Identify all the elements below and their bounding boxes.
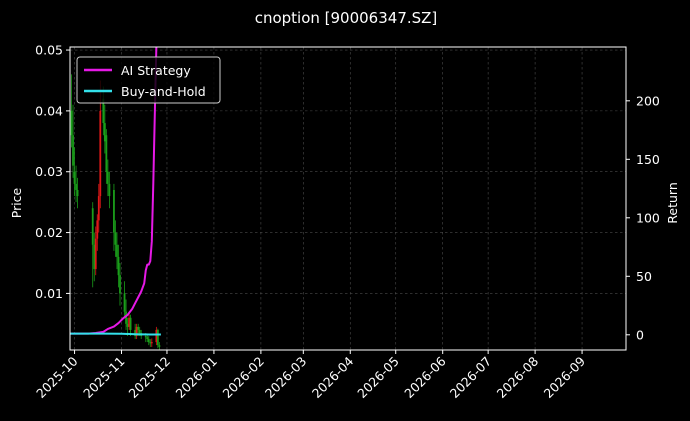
candle-body <box>116 244 118 257</box>
y-tick-label-right: 150 <box>636 152 660 167</box>
candle-body <box>147 339 150 343</box>
candle-body <box>126 323 129 327</box>
axes-frame <box>69 46 627 351</box>
plot-frame <box>69 46 627 351</box>
candle-body <box>125 311 127 324</box>
candle-body <box>114 232 117 245</box>
y-tick-label-right: 0 <box>636 327 644 342</box>
y-axis-title-right: Return <box>665 182 680 223</box>
candle-body <box>99 110 102 197</box>
candle-body <box>108 183 111 197</box>
y-tick-label-left: 0.05 <box>35 43 63 58</box>
candle-body <box>103 123 106 142</box>
candle-body <box>128 317 130 327</box>
candle-body <box>137 326 140 330</box>
candle-body <box>134 329 137 337</box>
candle-body <box>156 329 159 346</box>
candle-body <box>117 256 120 276</box>
candle-body <box>123 293 126 312</box>
return-lines <box>70 47 161 336</box>
candle-body <box>105 135 108 172</box>
candle-body <box>129 317 132 330</box>
y-tick-label-left: 0.03 <box>35 164 63 179</box>
candle-body <box>158 345 161 347</box>
candle-body <box>138 329 141 333</box>
candle-body <box>73 171 76 184</box>
y-tick-label-right: 50 <box>636 269 652 284</box>
y-tick-label-left: 0.02 <box>35 225 63 240</box>
candle-body <box>149 342 152 344</box>
candle-body <box>75 183 77 190</box>
y-tick-label-left: 0.01 <box>35 286 63 301</box>
candle-body <box>146 337 149 340</box>
candle-body <box>155 329 158 343</box>
legend-label-buy-and-hold: Buy-and-Hold <box>121 84 206 99</box>
y-axis-title-left: Price <box>9 187 24 218</box>
buy-and-hold-line <box>70 332 161 336</box>
y-tick-label-left: 0.04 <box>35 103 63 118</box>
candle-body <box>94 238 97 270</box>
candle-body <box>150 342 153 344</box>
ai-strategy-line <box>70 47 158 335</box>
candlestick-series <box>70 74 161 350</box>
candle-body <box>93 244 96 270</box>
chart-title: cnoption [90006347.SZ] <box>255 9 438 27</box>
candle-body <box>96 220 99 239</box>
candle-body <box>135 326 138 337</box>
candle-body <box>72 135 74 166</box>
candle-body <box>144 336 147 338</box>
candle-body <box>106 171 109 184</box>
candle-body <box>119 275 121 294</box>
legend-label-ai-strategy: AI Strategy <box>121 63 191 78</box>
candle-body <box>113 189 115 233</box>
candle-body <box>97 196 100 221</box>
legend-box <box>76 56 221 104</box>
candle-body <box>70 110 73 136</box>
legend: AI Strategy Buy-and-Hold <box>76 56 221 104</box>
candle-body <box>102 98 105 124</box>
candle-body <box>76 189 79 197</box>
candle-body <box>91 208 94 245</box>
y-tick-label-right: 100 <box>636 210 660 225</box>
y-tick-label-right: 200 <box>636 93 660 108</box>
